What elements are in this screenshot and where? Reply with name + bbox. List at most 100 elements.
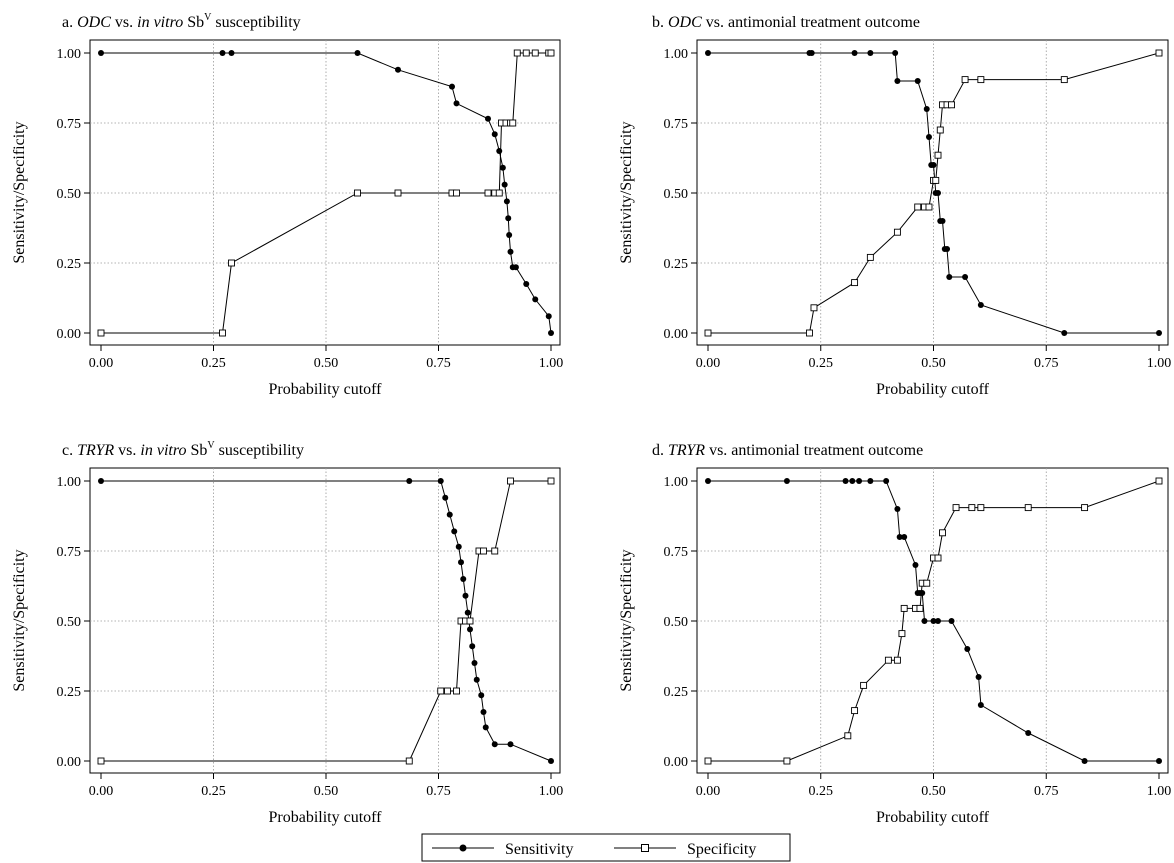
specificity-point <box>884 656 892 664</box>
x-tick-label: 0.75 <box>426 356 451 371</box>
sensitivity-point <box>437 478 444 484</box>
sensitivity-point <box>548 330 554 336</box>
sensitivity-point <box>354 50 361 56</box>
x-tick-label: 0.25 <box>201 784 226 799</box>
sensitivity-point <box>939 218 946 224</box>
sensitivity-point <box>892 50 899 56</box>
specificity-point <box>507 477 514 485</box>
specificity-point <box>219 329 226 337</box>
specificity-point <box>952 504 960 512</box>
specificity-point <box>547 477 555 485</box>
sensitivity-point <box>962 274 969 280</box>
specificity-point <box>810 304 818 312</box>
panel-d: d. TRYR vs. antimonial treatment outcome… <box>618 442 1171 826</box>
sensitivity-point <box>783 478 790 484</box>
x-axis-label: Probability cutoff <box>876 381 990 398</box>
sensitivity-point <box>977 302 984 308</box>
sensitivity-point <box>930 162 937 168</box>
sensitivity-point <box>473 676 480 683</box>
y-tick-label: 0.25 <box>664 257 689 272</box>
specificity-point <box>437 687 445 695</box>
sensitivity-point <box>455 543 462 550</box>
x-axis-label: Probability cutoff <box>876 809 990 826</box>
specificity-point <box>900 604 908 612</box>
specificity-point <box>444 687 451 695</box>
specificity-point <box>783 757 791 765</box>
sensitivity-point <box>935 190 942 196</box>
specificity-point <box>97 329 105 337</box>
y-tick-label: 0.75 <box>664 545 689 560</box>
x-tick-label: 0.25 <box>809 356 834 371</box>
sensitivity-point <box>930 618 937 624</box>
sensitivity-point <box>896 534 903 540</box>
specificity-point <box>1024 504 1032 512</box>
y-tick-label: 0.25 <box>664 685 689 700</box>
sensitivity-point <box>491 741 498 748</box>
y-tick-label: 0.00 <box>57 327 82 342</box>
specificity-point <box>932 176 940 184</box>
panel-b: b. ODC vs. antimonial treatment outcome 0… <box>618 14 1171 398</box>
y-tick-label: 0.50 <box>664 187 689 202</box>
y-tick-label: 0.50 <box>664 615 689 630</box>
specificity-point <box>704 329 712 337</box>
specificity-point <box>977 76 985 84</box>
panel-title: a. ODC vs. in vitro SbV susceptibility <box>62 12 301 31</box>
legend-specificity-label: Specificity <box>687 841 756 858</box>
legend-specificity-marker <box>641 844 649 852</box>
sensitivity-point <box>925 134 932 140</box>
sensitivity-point <box>219 50 226 56</box>
specificity-point <box>704 757 712 765</box>
sensitivity-point <box>462 592 469 599</box>
sensitivity-point <box>453 100 460 107</box>
specificity-point <box>513 49 521 57</box>
y-axis-label: Sensitivity/Specificity <box>11 121 28 263</box>
x-tick-label: 0.50 <box>921 356 946 371</box>
specificity-point <box>97 757 105 765</box>
sensitivity-point <box>1061 330 1068 336</box>
panel-title: d. TRYR vs. antimonial treatment outcome <box>652 442 923 459</box>
specificity-point <box>547 49 555 57</box>
specificity-point <box>948 101 955 109</box>
y-tick-label: 0.00 <box>664 327 689 342</box>
sensitivity-point <box>964 646 971 652</box>
sensitivity-point <box>467 626 473 633</box>
sensitivity-point <box>406 478 413 484</box>
specificity-point <box>934 554 942 562</box>
sensitivity-point <box>446 511 453 518</box>
x-axis-label: Probability cutoff <box>268 381 382 398</box>
sensitivity-point <box>478 692 485 699</box>
y-tick-label: 0.50 <box>57 615 82 630</box>
sensitivity-point <box>948 618 955 624</box>
sensitivity-point <box>507 248 514 255</box>
x-tick-label: 0.75 <box>1034 356 1059 371</box>
sensitivity-point <box>901 534 908 540</box>
x-tick-label: 0.75 <box>426 784 451 799</box>
sensitivity-point <box>98 478 104 484</box>
specificity-point <box>509 119 517 127</box>
specificity-point <box>228 259 235 267</box>
x-axis-label: Probability cutoff <box>268 809 382 826</box>
sensitivity-point <box>451 528 458 535</box>
y-tick-label: 0.25 <box>57 685 82 700</box>
sensitivity-point <box>1081 758 1088 764</box>
sensitivity-point <box>501 181 508 188</box>
specificity-point <box>1155 49 1163 57</box>
specificity-point <box>977 504 985 512</box>
panel-a: a. ODC vs. in vitro SbV susceptibility 0.… <box>11 12 563 398</box>
sensitivity-point <box>851 50 858 56</box>
x-tick-label: 0.75 <box>1034 784 1059 799</box>
specificity-point <box>968 504 976 512</box>
x-tick-label: 0.25 <box>201 356 226 371</box>
specificity-point <box>893 656 901 664</box>
sensitivity-point <box>512 264 519 271</box>
sensitivity-point <box>532 296 539 303</box>
specificity-point <box>466 617 474 625</box>
sensitivity-point <box>228 50 235 56</box>
specificity-point <box>480 547 487 555</box>
sensitivity-point <box>491 131 498 138</box>
plot-frame <box>696 39 1169 346</box>
x-tick-label: 0.50 <box>314 784 339 799</box>
sensitivity-point <box>464 609 471 616</box>
y-tick-label: 0.00 <box>664 755 689 770</box>
specificity-point <box>939 529 946 537</box>
